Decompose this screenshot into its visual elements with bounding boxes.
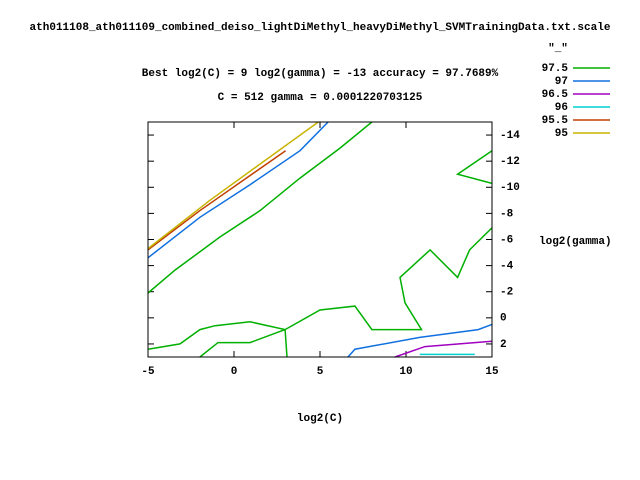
legend-label: 95.5 [542, 115, 569, 127]
contour-line [147, 121, 319, 250]
chart-subtitle: Best log2(C) = 9 log2(gamma) = -13 accur… [142, 68, 499, 80]
y-tick-label: -12 [500, 156, 520, 168]
contour-line [147, 121, 493, 358]
chart-subtitle: C = 512 gamma = 0.0001220703125 [218, 92, 423, 104]
y-tick-label: 0 [500, 313, 507, 325]
contour-line [394, 340, 493, 358]
x-axis-label: log2(C) [297, 413, 343, 425]
legend-label: 97.5 [542, 63, 569, 75]
y-tick-label: -4 [500, 261, 514, 273]
contour-line [147, 150, 287, 251]
x-tick-label: 0 [231, 366, 238, 378]
legend-label: 96.5 [542, 89, 569, 101]
legend-label: 97 [555, 76, 568, 88]
y-tick-label: -2 [500, 287, 513, 299]
legend-label: 95 [555, 128, 569, 140]
y-tick-label: -10 [500, 182, 520, 194]
x-tick-label: 10 [399, 366, 412, 378]
y-tick-label: -6 [500, 234, 513, 246]
x-tick-label: -5 [141, 366, 155, 378]
x-tick-label: 15 [485, 366, 499, 378]
chart-title: ath011108_ath011109_combined_deiso_light… [30, 22, 611, 34]
y-tick-label: -8 [500, 208, 514, 220]
contour-line [147, 121, 493, 358]
y-axis-label: log2(gamma) [539, 236, 612, 248]
y-tick-label: -14 [500, 130, 520, 142]
legend-title: "_" [548, 43, 568, 55]
legend-label: 96 [555, 102, 568, 114]
y-tick-label: 2 [500, 339, 507, 351]
plot-frame [147, 121, 493, 358]
x-tick-label: 5 [317, 366, 324, 378]
